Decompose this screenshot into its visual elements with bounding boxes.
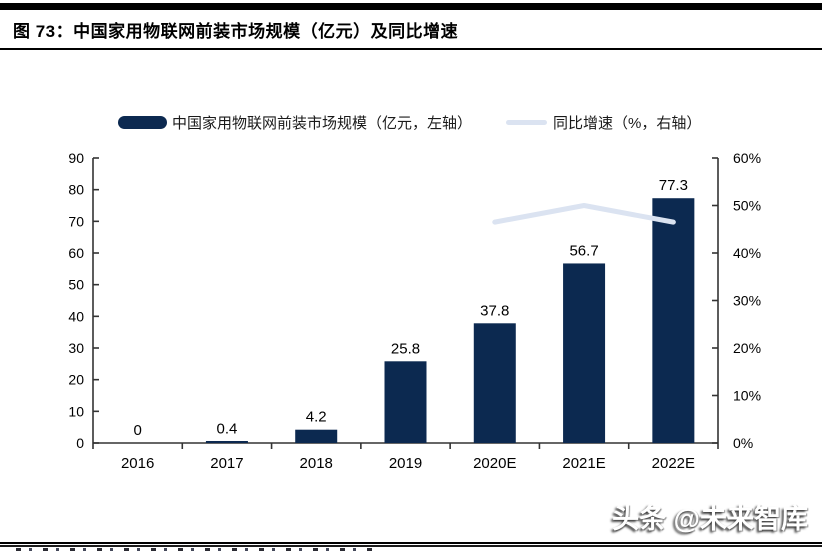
y-axis-left-label: 10: [68, 403, 84, 419]
bar-value-label: 56.7: [569, 242, 598, 259]
bar: [652, 198, 695, 443]
bar-value-label: 4.2: [306, 409, 327, 426]
x-axis-label: 2020E: [473, 455, 516, 472]
bar-value-label: 77.3: [659, 177, 688, 194]
y-axis-left-label: 20: [68, 372, 84, 388]
top-rule: [0, 3, 822, 10]
y-axis-left-label: 50: [68, 277, 84, 293]
chart-legend: 中国家用物联网前装市场规模（亿元，左轴） 同比增速（%，右轴）: [0, 111, 822, 133]
bar: [384, 361, 427, 443]
y-axis-left-label: 40: [68, 308, 84, 324]
y-axis-right-label: 0%: [733, 435, 753, 451]
footer-rule: [0, 542, 822, 547]
bar-swatch-icon: [118, 115, 167, 129]
bar-value-label: 37.8: [480, 302, 509, 319]
y-axis-right-label: 40%: [733, 245, 761, 261]
y-axis-right-label: 10%: [733, 388, 761, 404]
legend-item-growth: 同比增速（%，右轴）: [506, 111, 701, 133]
y-axis-right-label: 20%: [733, 340, 761, 356]
chart: 0 10 20 30 40 50 60 70 80 90 0% 10% 20% 30% 40% 50% 60% 2…: [0, 95, 822, 495]
line-swatch-icon: [506, 119, 547, 125]
bar: [205, 441, 248, 443]
clipped-source-text: [16, 548, 374, 551]
y-axis-left-label: 90: [68, 150, 84, 166]
y-axis-left-label: 60: [68, 245, 84, 261]
y-axis-right-label: 30%: [733, 293, 761, 309]
bar: [295, 429, 338, 443]
y-axis-right-label: 60%: [733, 150, 761, 166]
x-axis-label: 2017: [210, 455, 243, 472]
legend-label: 同比增速（%，右轴）: [553, 114, 702, 132]
legend-label: 中国家用物联网前装市场规模（亿元，左轴）: [172, 114, 473, 132]
growth-line: [492, 203, 676, 225]
x-axis-label: 2016: [121, 455, 154, 472]
y-axis-left-label: 30: [68, 340, 84, 356]
bar: [563, 263, 606, 443]
x-axis-label: 2019: [389, 455, 422, 472]
bar-value-label: 25.8: [391, 340, 420, 357]
y-axis-left-label: 80: [68, 182, 84, 198]
watermark: 头条 @未来智库: [612, 504, 808, 534]
x-axis-label: 2021E: [562, 455, 605, 472]
x-axis-label: 2022E: [652, 455, 695, 472]
y-axis-right-label: 50%: [733, 198, 761, 214]
bar-value-label: 0: [133, 422, 141, 439]
figure-title: 图 73：中国家用物联网前装市场规模（亿元）及同比增速: [13, 22, 459, 41]
x-axis-label: 2018: [300, 455, 333, 472]
title-underline: [0, 48, 822, 50]
bar: [473, 323, 516, 443]
y-axis-left-label: 70: [68, 213, 84, 229]
chart-svg: 0 10 20 30 40 50 60 70 80 90 0% 10% 20% 30% 40% 50% 60% 2…: [68, 150, 761, 472]
legend-item-market-size: 中国家用物联网前装市场规模（亿元，左轴）: [118, 111, 472, 133]
y-axis-left-label: 0: [76, 435, 84, 451]
bar-value-label: 0.4: [216, 421, 237, 438]
